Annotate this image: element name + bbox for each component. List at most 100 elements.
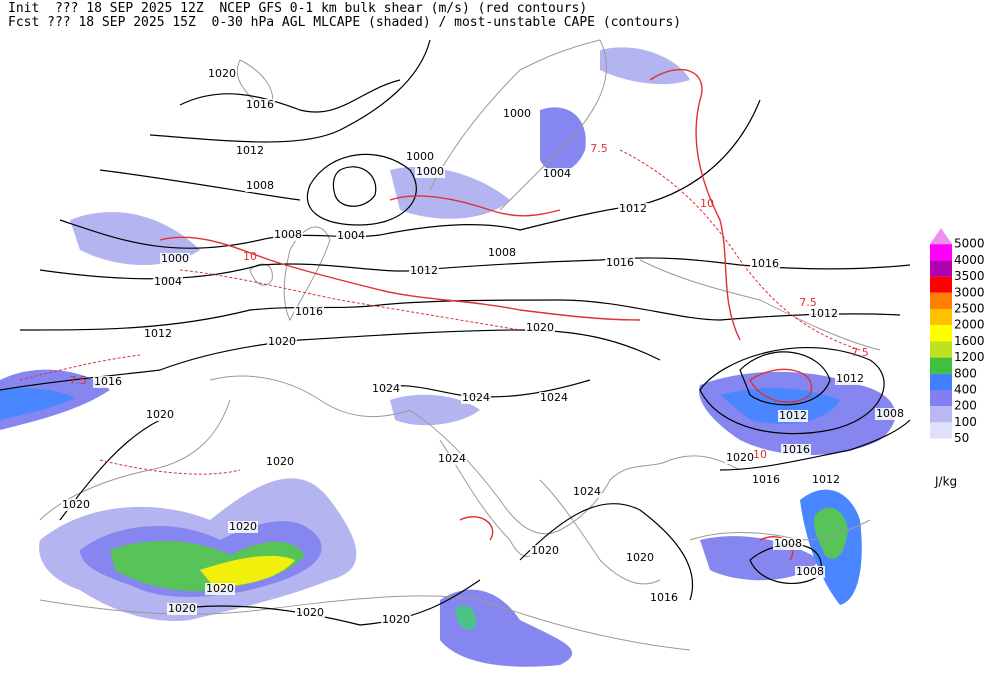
colorbar-swatch	[930, 260, 952, 277]
label-bg	[153, 276, 183, 288]
colorbar-swatch	[930, 390, 952, 407]
colorbar-label: 100	[954, 415, 977, 429]
isobar-label: 1016	[782, 443, 810, 456]
shear-label: 10	[753, 448, 767, 461]
label-bg	[502, 108, 532, 120]
isobar-label: 1008	[488, 246, 516, 259]
isobar	[179, 79, 401, 113]
isobar-label: 1024	[372, 382, 400, 395]
label-bg	[525, 322, 555, 334]
label-bg	[143, 328, 173, 340]
shear-contour	[749, 368, 813, 403]
label-bg	[405, 151, 435, 163]
colorbar-label: 2500	[954, 302, 985, 316]
isobar-label: 1020	[168, 602, 196, 615]
label-bg	[725, 452, 755, 464]
isobar-label: 1020	[382, 613, 410, 626]
colorbar-label: 3000	[954, 285, 985, 299]
shade	[70, 211, 200, 265]
contour-labels: 1020 1016 1012 1008 1000 1000 1000 1004 1012 1008…	[61, 67, 905, 626]
isobar-label: 1020	[206, 582, 234, 595]
shear-contours	[19, 69, 861, 561]
label-bg	[778, 410, 808, 422]
label-bg	[649, 592, 679, 604]
isobar-label: 1000	[406, 150, 434, 163]
label-bg	[835, 373, 865, 385]
coastline	[283, 226, 331, 322]
isobar-label: 1024	[540, 391, 568, 404]
isobar-label: 1020	[208, 67, 236, 80]
shade	[600, 47, 690, 85]
label-bg	[542, 168, 572, 180]
colorbar-label: 1200	[954, 350, 985, 364]
colorbar-label: 3500	[954, 269, 985, 283]
isobar-label: 1016	[650, 591, 678, 604]
shear-contour	[179, 269, 521, 331]
isobar-label: 1000	[503, 107, 531, 120]
shear-contour	[159, 236, 641, 321]
label-bg	[61, 499, 91, 511]
isobar-label: 1008	[876, 407, 904, 420]
isobar-label: 1016	[94, 375, 122, 388]
isobar-label: 1016	[752, 473, 780, 486]
border	[639, 259, 881, 351]
shade	[540, 107, 586, 173]
isobar	[59, 99, 761, 249]
isobar	[306, 153, 417, 226]
isobar-label: 1004	[154, 275, 182, 288]
shear-label: 7.5	[590, 142, 608, 155]
colorbar-swatch	[930, 341, 952, 358]
shear-label: 7.5	[69, 374, 87, 387]
shear-label: 10	[243, 250, 257, 263]
header-init: Init ??? 18 SEP 2025 12Z NCEP GFS 0-1 km…	[8, 1, 588, 16]
label-bg	[145, 409, 175, 421]
isobar	[739, 351, 831, 406]
label-bg	[267, 336, 297, 348]
shade	[200, 555, 295, 588]
isobar-label: 1016	[246, 98, 274, 111]
label-bg	[295, 607, 325, 619]
isobar-label: 1012	[619, 202, 647, 215]
label-bg	[371, 383, 401, 395]
colorbar-swatch	[930, 276, 952, 293]
label-bg	[167, 603, 197, 615]
isobar	[99, 169, 301, 201]
isobar-label: 1000	[161, 252, 189, 265]
label-bg	[265, 456, 295, 468]
header-forecast: Fcst ??? 18 SEP 2025 15Z 0-30 hPa AGL ML…	[8, 15, 682, 30]
shade	[440, 589, 573, 667]
isobar-label: 1012	[410, 264, 438, 277]
colorbar-swatch	[930, 422, 952, 439]
isobar	[699, 347, 885, 435]
label-bg	[294, 306, 324, 318]
isobar-label: 1008	[774, 537, 802, 550]
label-bg	[93, 376, 123, 388]
label-bg	[228, 521, 258, 533]
isobar-label: 1012	[779, 409, 807, 422]
label-bg	[205, 583, 235, 595]
coastline	[209, 375, 741, 535]
label-bg	[487, 247, 517, 259]
label-bg	[572, 486, 602, 498]
isobar-label: 1012	[810, 307, 838, 320]
isobar	[0, 329, 661, 391]
isobar-label: 1020	[266, 455, 294, 468]
label-bg	[781, 444, 811, 456]
colorbar-swatch	[930, 373, 952, 390]
shear-contour	[649, 69, 741, 341]
shear-contour	[389, 195, 561, 217]
isobar-label: 1016	[606, 256, 634, 269]
shear-label: 7.5	[851, 346, 869, 359]
isobar-label: 1012	[236, 144, 264, 157]
isobar-label: 1020	[726, 451, 754, 464]
isobar-label: 1008	[796, 565, 824, 578]
shade	[390, 166, 510, 219]
coastline	[39, 595, 691, 651]
label-bg	[618, 203, 648, 215]
isobar-label: 1012	[812, 473, 840, 486]
colorbar-unit: J/kg	[934, 475, 957, 489]
shear-contour	[19, 354, 241, 475]
colorbar-swatch	[930, 325, 952, 342]
colorbar-label: 5000	[954, 237, 985, 251]
isobar-label: 1012	[144, 327, 172, 340]
